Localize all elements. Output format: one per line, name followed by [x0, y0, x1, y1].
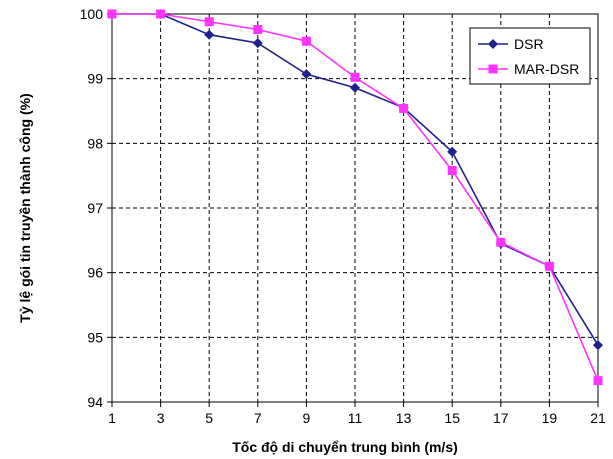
x-tick-label: 7	[254, 410, 262, 426]
data-point	[204, 29, 215, 40]
data-point	[447, 146, 458, 157]
x-tick-label: 13	[396, 410, 412, 426]
y-axis-title: Tỷ lệ gói tin truyền thành công (%)	[17, 93, 33, 322]
legend-item: DSR	[478, 36, 544, 52]
x-tick-label: 5	[205, 410, 213, 426]
data-point	[399, 103, 409, 113]
x-axis-title: Tốc độ di chuyển trung bình (m/s)	[232, 439, 458, 455]
legend-label: DSR	[514, 36, 544, 52]
data-point	[350, 82, 360, 93]
legend-item: MAR-DSR	[478, 61, 579, 77]
data-point	[496, 237, 506, 247]
x-tick-label: 15	[444, 410, 460, 426]
y-tick-label: 95	[87, 329, 103, 345]
data-point	[301, 69, 312, 80]
data-point	[301, 36, 311, 46]
x-tick-label: 11	[348, 410, 363, 426]
data-point	[252, 38, 263, 49]
data-point	[544, 261, 554, 271]
y-tick-label: 94	[87, 394, 103, 410]
x-tick-label: 3	[157, 410, 165, 426]
legend-marker	[488, 39, 498, 49]
x-tick-label: 9	[303, 410, 311, 426]
x-tick-label: 21	[590, 410, 606, 426]
data-point	[107, 9, 117, 19]
x-tick-label: 1	[108, 410, 116, 426]
series-group	[107, 9, 603, 386]
data-point	[447, 165, 457, 175]
y-tick-label: 98	[87, 135, 103, 151]
legend-label: MAR-DSR	[514, 61, 579, 77]
legend: DSR MAR-DSR	[469, 27, 591, 85]
data-point	[156, 9, 166, 19]
y-tick-label: 97	[87, 200, 103, 216]
legend-box	[469, 27, 591, 85]
data-point	[350, 72, 360, 82]
x-tick-label: 17	[493, 410, 509, 426]
series-mar-dsr	[107, 9, 603, 386]
y-tick-label: 96	[87, 265, 103, 281]
legend-marker	[488, 64, 498, 74]
y-tick-label: 100	[80, 6, 104, 22]
x-tick-label: 19	[542, 410, 558, 426]
data-point	[253, 25, 263, 35]
data-point	[593, 340, 603, 351]
y-tick-label: 99	[87, 71, 103, 87]
data-point	[593, 376, 603, 386]
data-point	[204, 17, 214, 27]
